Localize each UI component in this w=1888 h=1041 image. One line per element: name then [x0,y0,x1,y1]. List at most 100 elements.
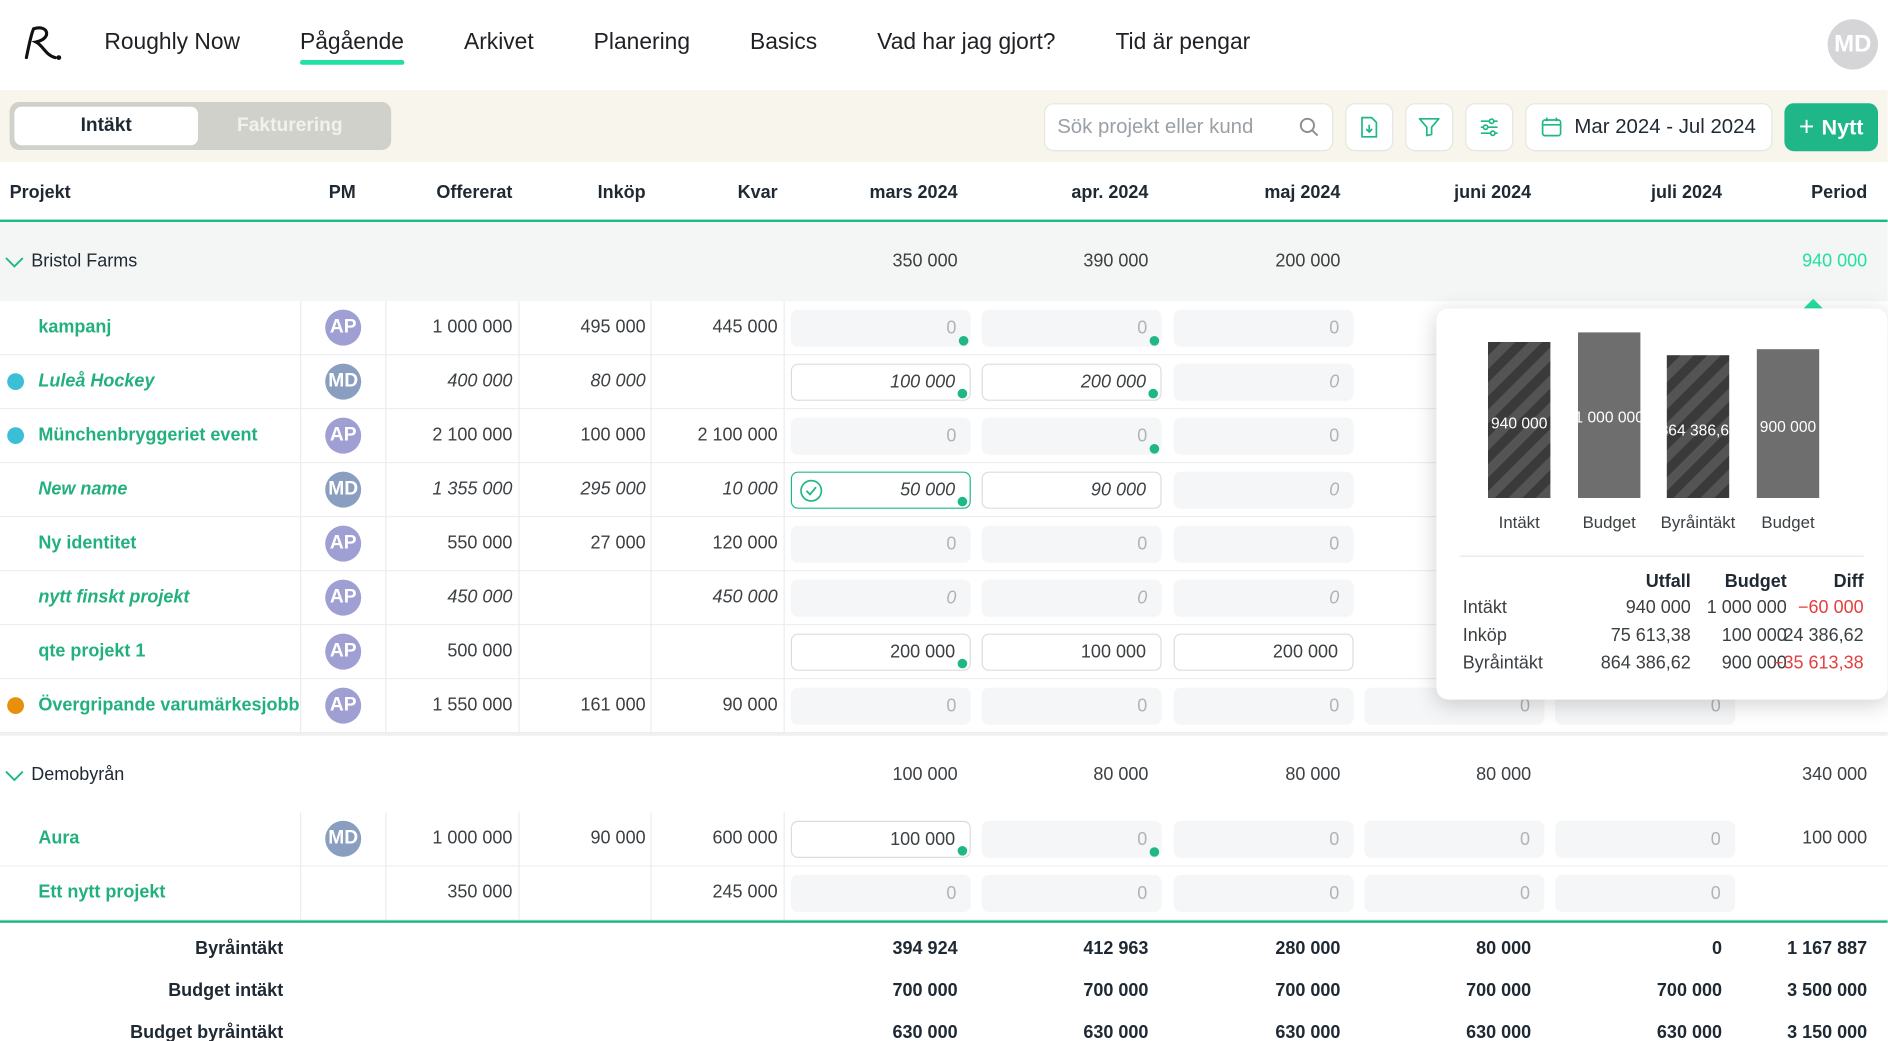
month-value-input[interactable]: 0 [981,820,1162,859]
month-value-input[interactable]: 0 [790,874,971,913]
project-name-link[interactable]: Övergripande varumärkesjobb [38,694,300,716]
date-range-picker[interactable]: Mar 2024 - Jul 2024 [1525,103,1773,152]
group-name[interactable]: Bristol Farms [31,250,138,272]
column-divider [300,409,302,464]
month-value-input[interactable]: 200 000 [790,633,971,671]
col-pm[interactable]: PM [328,182,356,203]
month-value-input[interactable]: 0 [1555,820,1736,859]
column-divider [783,679,785,734]
col-juli-2024[interactable]: juli 2024 [1650,182,1723,203]
month-value-input[interactable]: 0 [790,525,971,563]
chevron-down-icon[interactable] [4,254,26,276]
project-name-link[interactable]: New name [38,478,128,500]
month-value-input[interactable]: 0 [981,579,1162,617]
comment-marker-icon[interactable] [958,336,969,346]
month-value-input[interactable]: 100 000 [790,363,971,401]
month-value-input[interactable]: 0 [1173,874,1354,913]
pm-avatar[interactable]: AP [325,633,362,670]
group-row[interactable]: Bristol Farms 350 000 390 000 200 000 940 00… [0,222,1888,302]
user-avatar[interactable]: MD [1827,19,1879,70]
project-name-link[interactable]: Luleå Hockey [38,370,155,392]
month-value-input[interactable]: 0 [1173,820,1354,859]
col-projekt[interactable]: Projekt [9,182,71,203]
month-value-input[interactable]: 0 [1173,309,1354,347]
comment-marker-icon[interactable] [1149,847,1160,857]
comment-marker-icon[interactable] [1149,444,1160,454]
month-value-input[interactable]: 0 [1173,687,1354,725]
month-value-input[interactable]: 0 [981,687,1162,725]
pm-avatar[interactable]: AP [325,687,362,724]
month-value-input[interactable]: 0 [790,309,971,347]
month-value-input[interactable]: 200 000 [981,363,1162,401]
col-inkop[interactable]: Inköp [597,182,646,203]
comment-marker-icon[interactable] [957,658,968,669]
settings-button[interactable] [1465,103,1514,152]
check-circle-icon[interactable] [799,479,823,515]
comment-marker-icon[interactable] [1149,336,1160,346]
month-value-input[interactable]: 100 000 [981,633,1162,671]
col-offererat[interactable]: Offererat [436,182,513,203]
month-value-input[interactable]: 0 [1173,579,1354,617]
month-value-input[interactable]: 0 [1173,363,1354,401]
col-period[interactable]: Period [1811,182,1868,203]
month-value-input[interactable]: 0 [981,309,1162,347]
project-name-link[interactable]: qte projekt 1 [38,640,146,662]
chevron-down-icon[interactable] [4,768,26,790]
nav-item[interactable]: Roughly Now [104,29,241,55]
comment-marker-icon[interactable] [957,388,968,399]
month-value-input[interactable]: 50 000 [790,471,971,509]
comment-marker-icon[interactable] [957,846,968,856]
export-button[interactable] [1345,103,1394,152]
pm-avatar[interactable]: MD [325,820,362,857]
tab-fakturering[interactable]: Fakturering [236,115,343,136]
month-value-input[interactable]: 0 [1173,417,1354,455]
month-value-input[interactable]: 0 [790,579,971,617]
comment-marker-icon[interactable] [1148,388,1158,399]
col-apr-2024[interactable]: apr. 2024 [1071,182,1149,203]
month-value-input[interactable]: 0 [981,874,1162,913]
nav-item[interactable]: Pågående [300,29,404,65]
logo-icon[interactable] [19,21,65,69]
tab-intakt[interactable]: Intäkt [14,106,199,146]
month-value-input[interactable]: 0 [981,417,1162,455]
col-kvar[interactable]: Kvar [737,182,778,203]
project-name-link[interactable]: Aura [38,828,80,849]
nav-item[interactable]: Tid är pengar [1115,29,1251,55]
group-row[interactable]: Demobyrån 100 000 80 000 80 000 80 000 340 00… [0,733,1888,813]
pm-avatar[interactable]: AP [325,309,362,346]
month-value-input[interactable]: 0 [1173,525,1354,563]
month-value-input[interactable]: 90 000 [981,471,1162,509]
nav-item[interactable]: Arkivet [463,29,534,55]
pm-avatar[interactable]: AP [325,579,362,616]
project-name-link[interactable]: Ny identitet [38,532,137,554]
project-name-link[interactable]: Ett nytt projekt [38,882,166,903]
month-value-input[interactable]: 0 [981,525,1162,563]
col-mars-2024[interactable]: mars 2024 [869,182,958,203]
group-month-total: 100 000 [892,764,958,785]
new-button[interactable]: + Nytt [1784,103,1879,152]
filter-button[interactable] [1405,103,1454,152]
month-value-input[interactable]: 0 [1555,874,1736,913]
month-value-input[interactable]: 0 [790,417,971,455]
project-name-link[interactable]: Münchenbryggeriet event [38,424,258,446]
project-name-link[interactable]: kampanj [38,316,112,338]
nav-item[interactable]: Planering [593,29,691,55]
project-name-link[interactable]: nytt finskt projekt [38,586,190,608]
col-juni-2024[interactable]: juni 2024 [1454,182,1532,203]
month-value-input[interactable]: 0 [1364,874,1545,913]
month-value-input[interactable]: 0 [1173,471,1354,509]
col-maj-2024[interactable]: maj 2024 [1264,182,1341,203]
comment-marker-icon[interactable] [957,496,968,507]
pm-avatar[interactable]: MD [325,363,362,400]
pm-avatar[interactable]: AP [325,417,362,454]
pm-avatar[interactable]: AP [325,525,362,562]
month-value-input[interactable]: 0 [790,687,971,725]
pm-avatar[interactable]: MD [325,471,362,508]
group-name[interactable]: Demobyrån [31,764,125,785]
search-input[interactable]: Sök projekt eller kund [1044,103,1334,152]
month-value-input[interactable]: 100 000 [790,820,971,859]
month-value-input[interactable]: 0 [1364,820,1545,859]
month-value-input[interactable]: 200 000 [1173,633,1354,671]
nav-item[interactable]: Basics [750,29,818,55]
nav-item[interactable]: Vad har jag gjort? [877,29,1056,55]
